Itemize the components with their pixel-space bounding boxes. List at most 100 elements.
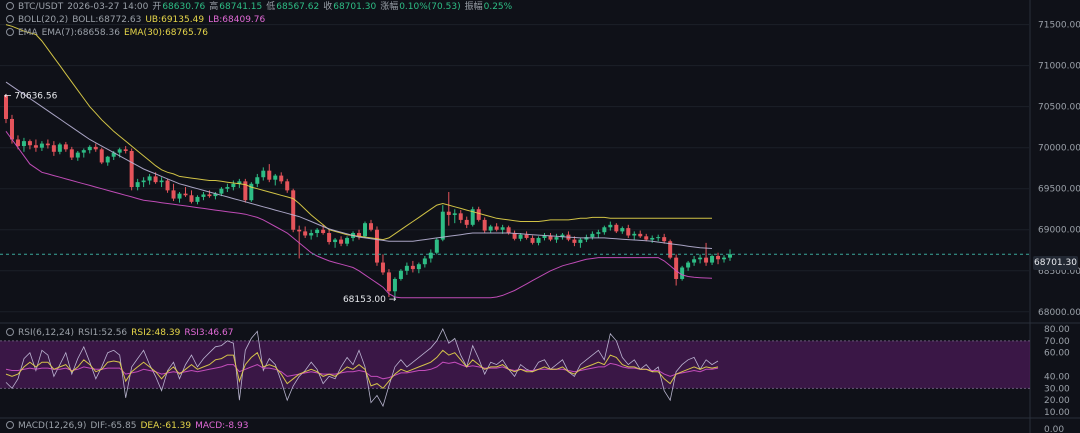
candle-body xyxy=(207,194,212,197)
candle-body xyxy=(656,237,661,239)
candle-body xyxy=(159,180,164,183)
eye-icon[interactable] xyxy=(6,15,14,23)
price-tick-label: 70500.00 xyxy=(1038,103,1080,113)
settings-icon[interactable] xyxy=(6,2,14,10)
candle-body xyxy=(572,239,577,243)
candle-body xyxy=(249,183,254,201)
candle-body xyxy=(608,224,613,228)
macd-legend[interactable]: MACD(12,26,9) DIF:-65.85 DEA:-61.39 MACD:-8… xyxy=(6,420,252,432)
candle-body xyxy=(327,233,332,243)
current-price-badge: 68701.30 xyxy=(1033,256,1078,270)
candle-body xyxy=(339,239,344,244)
eye-icon[interactable] xyxy=(6,421,14,429)
candle-body xyxy=(273,175,278,180)
boll-legend[interactable]: BOLL(20,2) BOLL:68772.63 UB:69135.49 LB:684… xyxy=(6,14,269,26)
candle-body xyxy=(243,181,248,201)
candle-body xyxy=(668,241,673,258)
candle-body xyxy=(662,237,667,242)
ohlc-header: BTC/USDT 2026-03-27 14:00 开68630.76 高68741.… xyxy=(6,1,516,13)
candle-body xyxy=(117,149,122,153)
candle-body xyxy=(9,118,14,140)
candle-body xyxy=(440,211,445,240)
candle-body xyxy=(416,264,421,270)
candle-body xyxy=(75,152,80,158)
rsi-legend[interactable]: RSI(6,12,24) RSI1:52.56 RSI2:48.39 RSI3:46.… xyxy=(6,327,237,339)
candle-body xyxy=(422,258,427,265)
candle-body xyxy=(542,235,547,238)
candle-body xyxy=(285,181,290,191)
candle-body xyxy=(111,152,116,157)
candle-body xyxy=(129,150,134,188)
candle-body xyxy=(386,272,391,292)
high-annotation: ← 70636.56 xyxy=(4,92,58,102)
candle-body xyxy=(590,233,595,238)
candle-body xyxy=(506,227,511,234)
candle-body xyxy=(488,226,493,231)
rsi2-line xyxy=(5,349,719,389)
candle-body xyxy=(446,211,451,215)
price-tick-label: 71000.00 xyxy=(1038,62,1080,72)
candle-body xyxy=(69,149,74,158)
macd-tick-label: 0.00 xyxy=(1044,425,1064,433)
rsi-tick-label: 70.00 xyxy=(1044,337,1070,347)
candle-body xyxy=(716,256,721,260)
candle-body xyxy=(680,267,685,279)
candle-body xyxy=(255,177,260,184)
candle-body xyxy=(219,188,224,194)
candle-body xyxy=(512,233,517,239)
candle-body xyxy=(315,229,320,234)
candle-body xyxy=(345,237,350,244)
candle-body xyxy=(692,259,697,263)
eye-icon[interactable] xyxy=(6,28,14,36)
price-tick-label: 71500.00 xyxy=(1038,21,1080,31)
price-tick-label: 69500.00 xyxy=(1038,185,1080,195)
rsi3-line xyxy=(5,361,719,380)
candle-body xyxy=(560,234,565,238)
candle-body xyxy=(614,224,619,232)
candle-body xyxy=(578,239,583,243)
candle-body xyxy=(674,257,679,279)
candle-body xyxy=(93,146,98,150)
candle-body xyxy=(470,209,475,225)
low-annotation: 68153.00 → xyxy=(343,295,397,305)
candle-body xyxy=(452,213,457,215)
candle-body xyxy=(410,265,415,270)
candle-body xyxy=(183,193,188,196)
candle-body xyxy=(45,143,50,146)
candle-body xyxy=(554,237,559,240)
rsi-tick-label: 60.00 xyxy=(1044,349,1070,359)
candle-body xyxy=(165,180,170,191)
candle-body xyxy=(177,193,182,199)
candle-body xyxy=(632,233,637,236)
rsi-tick-label: 40.00 xyxy=(1044,372,1070,382)
candle-body xyxy=(303,231,308,236)
candle-body xyxy=(530,237,535,243)
candle-body xyxy=(464,219,469,225)
ema-legend[interactable]: EMA EMA(7):68658.36 EMA(30):68765.76 xyxy=(6,27,212,39)
candle-body xyxy=(686,262,691,268)
candle-body xyxy=(4,95,8,119)
candle-body xyxy=(434,239,439,253)
candle-body xyxy=(153,176,158,183)
candle-body xyxy=(237,181,242,184)
candle-body xyxy=(267,170,272,180)
eye-icon[interactable] xyxy=(6,328,14,336)
candle-body xyxy=(195,196,200,202)
candle-body xyxy=(171,190,176,199)
candle-body xyxy=(500,227,505,230)
candle-body xyxy=(548,235,553,240)
candle-body xyxy=(363,223,368,237)
candle-body xyxy=(476,209,481,220)
candle-body xyxy=(524,234,529,238)
rsi-tick-label: 80.00 xyxy=(1044,325,1070,335)
candle-body xyxy=(398,270,403,279)
candle-body xyxy=(63,144,68,150)
rsi1-line xyxy=(5,327,719,408)
candle-body xyxy=(404,265,409,271)
candle-body xyxy=(333,239,338,243)
candle-body xyxy=(482,219,487,231)
candle-body xyxy=(602,227,607,233)
candle-body xyxy=(494,226,499,230)
candle-body xyxy=(638,233,643,237)
